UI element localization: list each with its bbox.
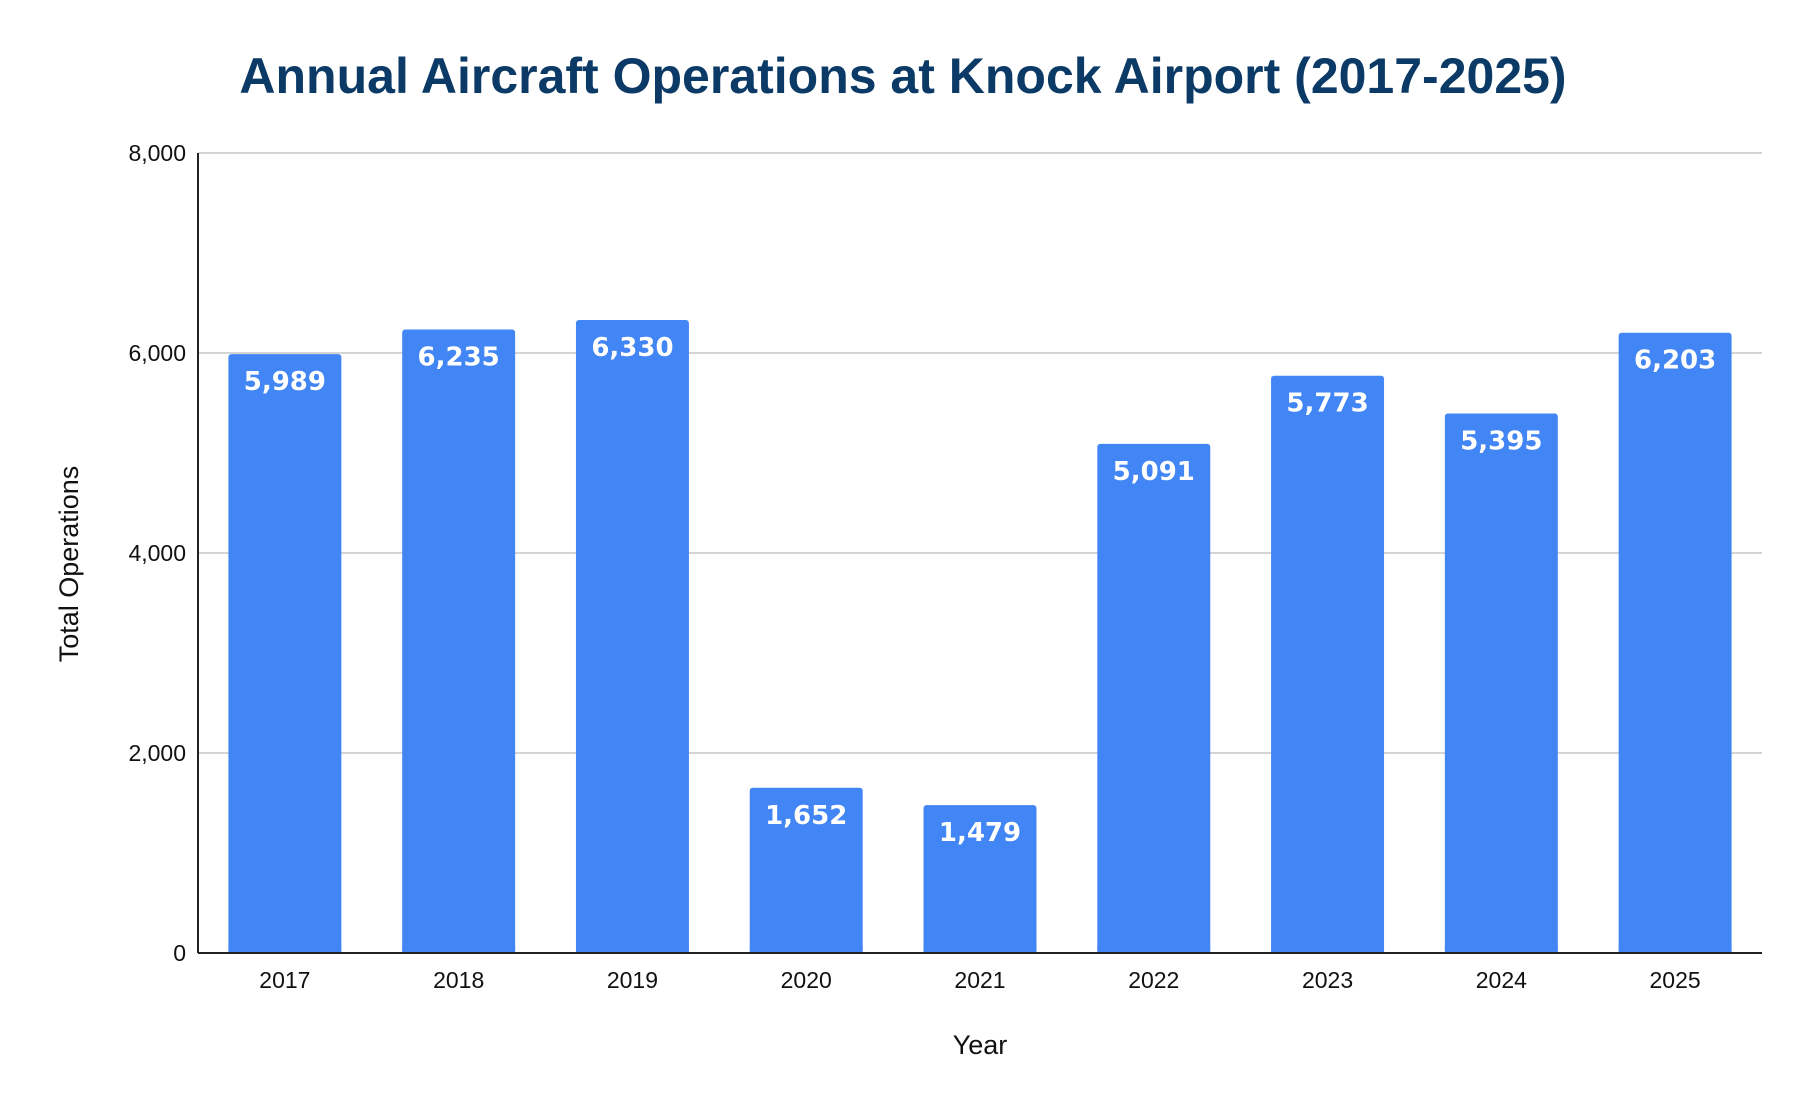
data-label-2022: 5,091: [1113, 457, 1195, 487]
data-label-2018: 6,235: [418, 343, 500, 373]
bar-base-2025: [1618, 947, 1732, 953]
x-tick-label-2017: 2017: [259, 967, 310, 993]
data-label-2019: 6,330: [591, 333, 673, 363]
bar-2020: [749, 787, 863, 953]
bar-base-2019: [575, 947, 689, 953]
x-tick-label-2023: 2023: [1302, 967, 1353, 993]
bar-2025: [1618, 332, 1732, 953]
y-axis-title: Total Operations: [54, 466, 84, 663]
bar-2017: [228, 354, 342, 954]
x-tick-label-2024: 2024: [1476, 967, 1527, 993]
bar-2021: [923, 805, 1037, 953]
data-label-2020: 1,652: [765, 801, 847, 831]
y-tick-label: 2,000: [128, 740, 186, 766]
data-labels: 5,989 6,235 6,330 1,652 1,479 5,091 5,773 5,395…: [244, 333, 1716, 848]
data-label-2017: 5,989: [244, 367, 326, 397]
bar-base-2021: [923, 947, 1037, 953]
x-tick-label-2022: 2022: [1128, 967, 1179, 993]
y-tick-label: 6,000: [128, 340, 186, 366]
data-label-2021: 1,479: [939, 818, 1021, 848]
x-tick-label-2020: 2020: [781, 967, 832, 993]
chart-title: Annual Aircraft Operations at Knock Airp…: [239, 48, 1566, 104]
bar-2023: [1271, 375, 1385, 953]
x-tick-label-2019: 2019: [607, 967, 658, 993]
bar-2019: [575, 320, 689, 953]
x-tick-label-2018: 2018: [433, 967, 484, 993]
y-tick-label: 0: [173, 940, 186, 966]
bar-base-2022: [1097, 947, 1211, 953]
bar-base-2020: [749, 947, 863, 953]
bar-2018: [402, 329, 516, 953]
y-tick-label: 4,000: [128, 540, 186, 566]
data-label-2023: 5,773: [1286, 389, 1368, 419]
y-tick-label: 8,000: [128, 140, 186, 166]
bar-2022: [1097, 443, 1211, 953]
bar-2024: [1444, 413, 1558, 953]
x-tick-label-2021: 2021: [954, 967, 1005, 993]
data-label-2024: 5,395: [1460, 427, 1542, 457]
y-axis-ticks: 0 2,000 4,000 6,000 8,000: [128, 140, 186, 966]
x-axis-ticks: 2017 2018 2019 2020 2021 2022 2023 2024 2025: [259, 967, 1700, 993]
bar-base-2018: [402, 947, 516, 953]
bar-base-2023: [1271, 947, 1385, 953]
bar-base-2017: [228, 947, 342, 953]
x-axis-title: Year: [953, 1030, 1008, 1060]
x-tick-label-2025: 2025: [1650, 967, 1701, 993]
data-label-2025: 6,203: [1634, 346, 1716, 376]
bar-base-2024: [1444, 947, 1558, 953]
bars: [228, 320, 1732, 954]
